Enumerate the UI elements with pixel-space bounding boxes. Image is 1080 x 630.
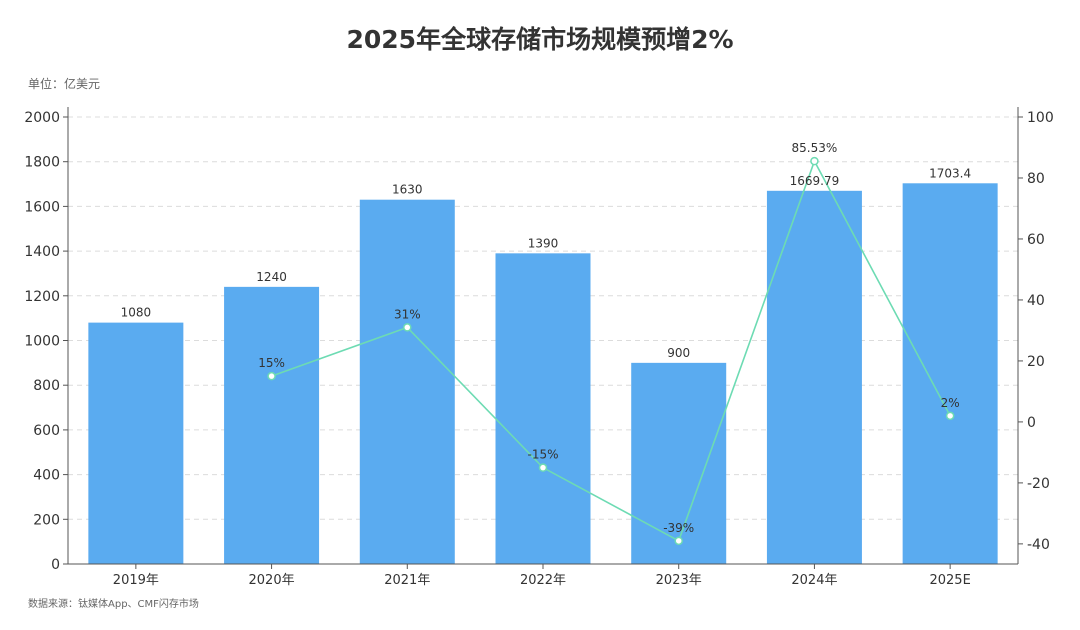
- left-tick-label: 200: [33, 512, 60, 528]
- growth-line: [271, 159, 951, 542]
- growth-point: [403, 323, 412, 332]
- bar: [495, 253, 591, 564]
- right-tick-label: 80: [1027, 171, 1045, 187]
- growth-label: 15%: [258, 356, 285, 370]
- growth-label: -39%: [663, 521, 694, 535]
- bar-value-label: 1390: [528, 236, 559, 250]
- x-tick-label: 2022年: [520, 573, 566, 588]
- bar-value-label: 1630: [392, 183, 423, 197]
- left-tick-label: 0: [51, 557, 60, 573]
- growth-point: [945, 411, 955, 421]
- unit-label: 单位：亿美元: [28, 76, 100, 91]
- bar: [88, 322, 184, 564]
- bar-value-label: 1703.4: [929, 166, 971, 180]
- bar: [902, 183, 998, 564]
- left-tick-label: 1400: [24, 244, 60, 260]
- growth-label: 85.53%: [792, 141, 838, 155]
- left-tick-label: 1200: [24, 289, 60, 305]
- right-tick-label: 40: [1027, 293, 1045, 309]
- growth-label: 31%: [394, 307, 421, 321]
- right-tick-label: -40: [1027, 537, 1050, 553]
- right-tick-label: 0: [1027, 415, 1036, 431]
- bar-value-label: 1669.79: [790, 174, 840, 188]
- x-tick-label: 2025E: [929, 573, 970, 588]
- x-tick-label: 2019年: [113, 573, 159, 588]
- bar: [766, 190, 862, 564]
- left-tick-label: 800: [33, 378, 60, 394]
- growth-label: 2%: [941, 396, 960, 410]
- left-tick-label: 1800: [24, 155, 60, 171]
- left-tick-label: 600: [33, 423, 60, 439]
- growth-label: -15%: [527, 448, 558, 462]
- bar-value-label: 1080: [121, 306, 152, 320]
- x-tick-label: 2021年: [384, 573, 430, 588]
- growth-point: [538, 463, 548, 472]
- x-tick-label: 2020年: [249, 573, 295, 588]
- bar: [224, 286, 320, 564]
- growth-point: [810, 156, 819, 166]
- left-tick-label: 1600: [24, 199, 60, 215]
- bar-value-label: 900: [667, 346, 690, 360]
- x-tick-label: 2023年: [656, 573, 702, 588]
- left-tick-label: 2000: [24, 110, 60, 126]
- left-tick-label: 1000: [24, 334, 60, 350]
- source-note: 数据来源：钛媒体App、CMF闪存市场: [28, 597, 199, 610]
- left-tick-label: 400: [33, 468, 60, 484]
- x-tick-label: 2024年: [791, 573, 837, 588]
- growth-point: [267, 371, 276, 381]
- right-tick-label: -20: [1027, 476, 1050, 492]
- right-tick-label: 20: [1027, 354, 1045, 370]
- bar-value-label: 1240: [256, 270, 287, 284]
- chart-title: 2025年全球存储市场规模预增2%: [346, 25, 733, 54]
- growth-point: [674, 536, 683, 546]
- bar: [359, 199, 455, 564]
- bar: [631, 362, 727, 564]
- right-tick-label: 60: [1027, 232, 1045, 248]
- right-tick-label: 100: [1027, 110, 1054, 126]
